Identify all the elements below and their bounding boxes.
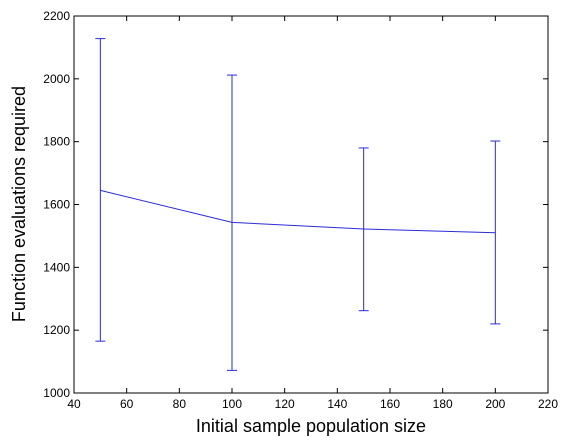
x-tick-label: 140	[327, 397, 347, 411]
x-tick-label: 40	[67, 397, 81, 411]
x-axis-ticks: 40 60 80 100 120 140 160 180 200 220	[67, 16, 558, 411]
y-tick-label: 2000	[43, 72, 70, 86]
x-tick-label: 200	[485, 397, 505, 411]
y-tick-label: 1400	[43, 260, 70, 274]
y-tick-label: 1600	[43, 198, 70, 212]
x-axis-label: Initial sample population size	[196, 416, 426, 436]
y-tick-label: 1200	[43, 323, 70, 337]
x-tick-label: 60	[120, 397, 134, 411]
y-tick-label: 1800	[43, 135, 70, 149]
series-line	[100, 189, 496, 234]
x-tick-label: 180	[433, 397, 453, 411]
plot-area	[73, 15, 549, 394]
x-tick-label: 100	[222, 397, 242, 411]
series-marks	[95, 38, 501, 371]
x-tick-label: 220	[538, 397, 558, 411]
y-tick-label: 2200	[43, 9, 70, 23]
x-tick-label: 160	[380, 397, 400, 411]
x-tick-label: 80	[173, 397, 187, 411]
x-tick-label: 120	[275, 397, 295, 411]
y-axis-ticks: 1000 1200 1400 1600 1800 2000 2200	[43, 9, 548, 400]
y-axis-label: Function evaluations required	[9, 86, 29, 322]
y-tick-label: 1000	[43, 386, 70, 400]
